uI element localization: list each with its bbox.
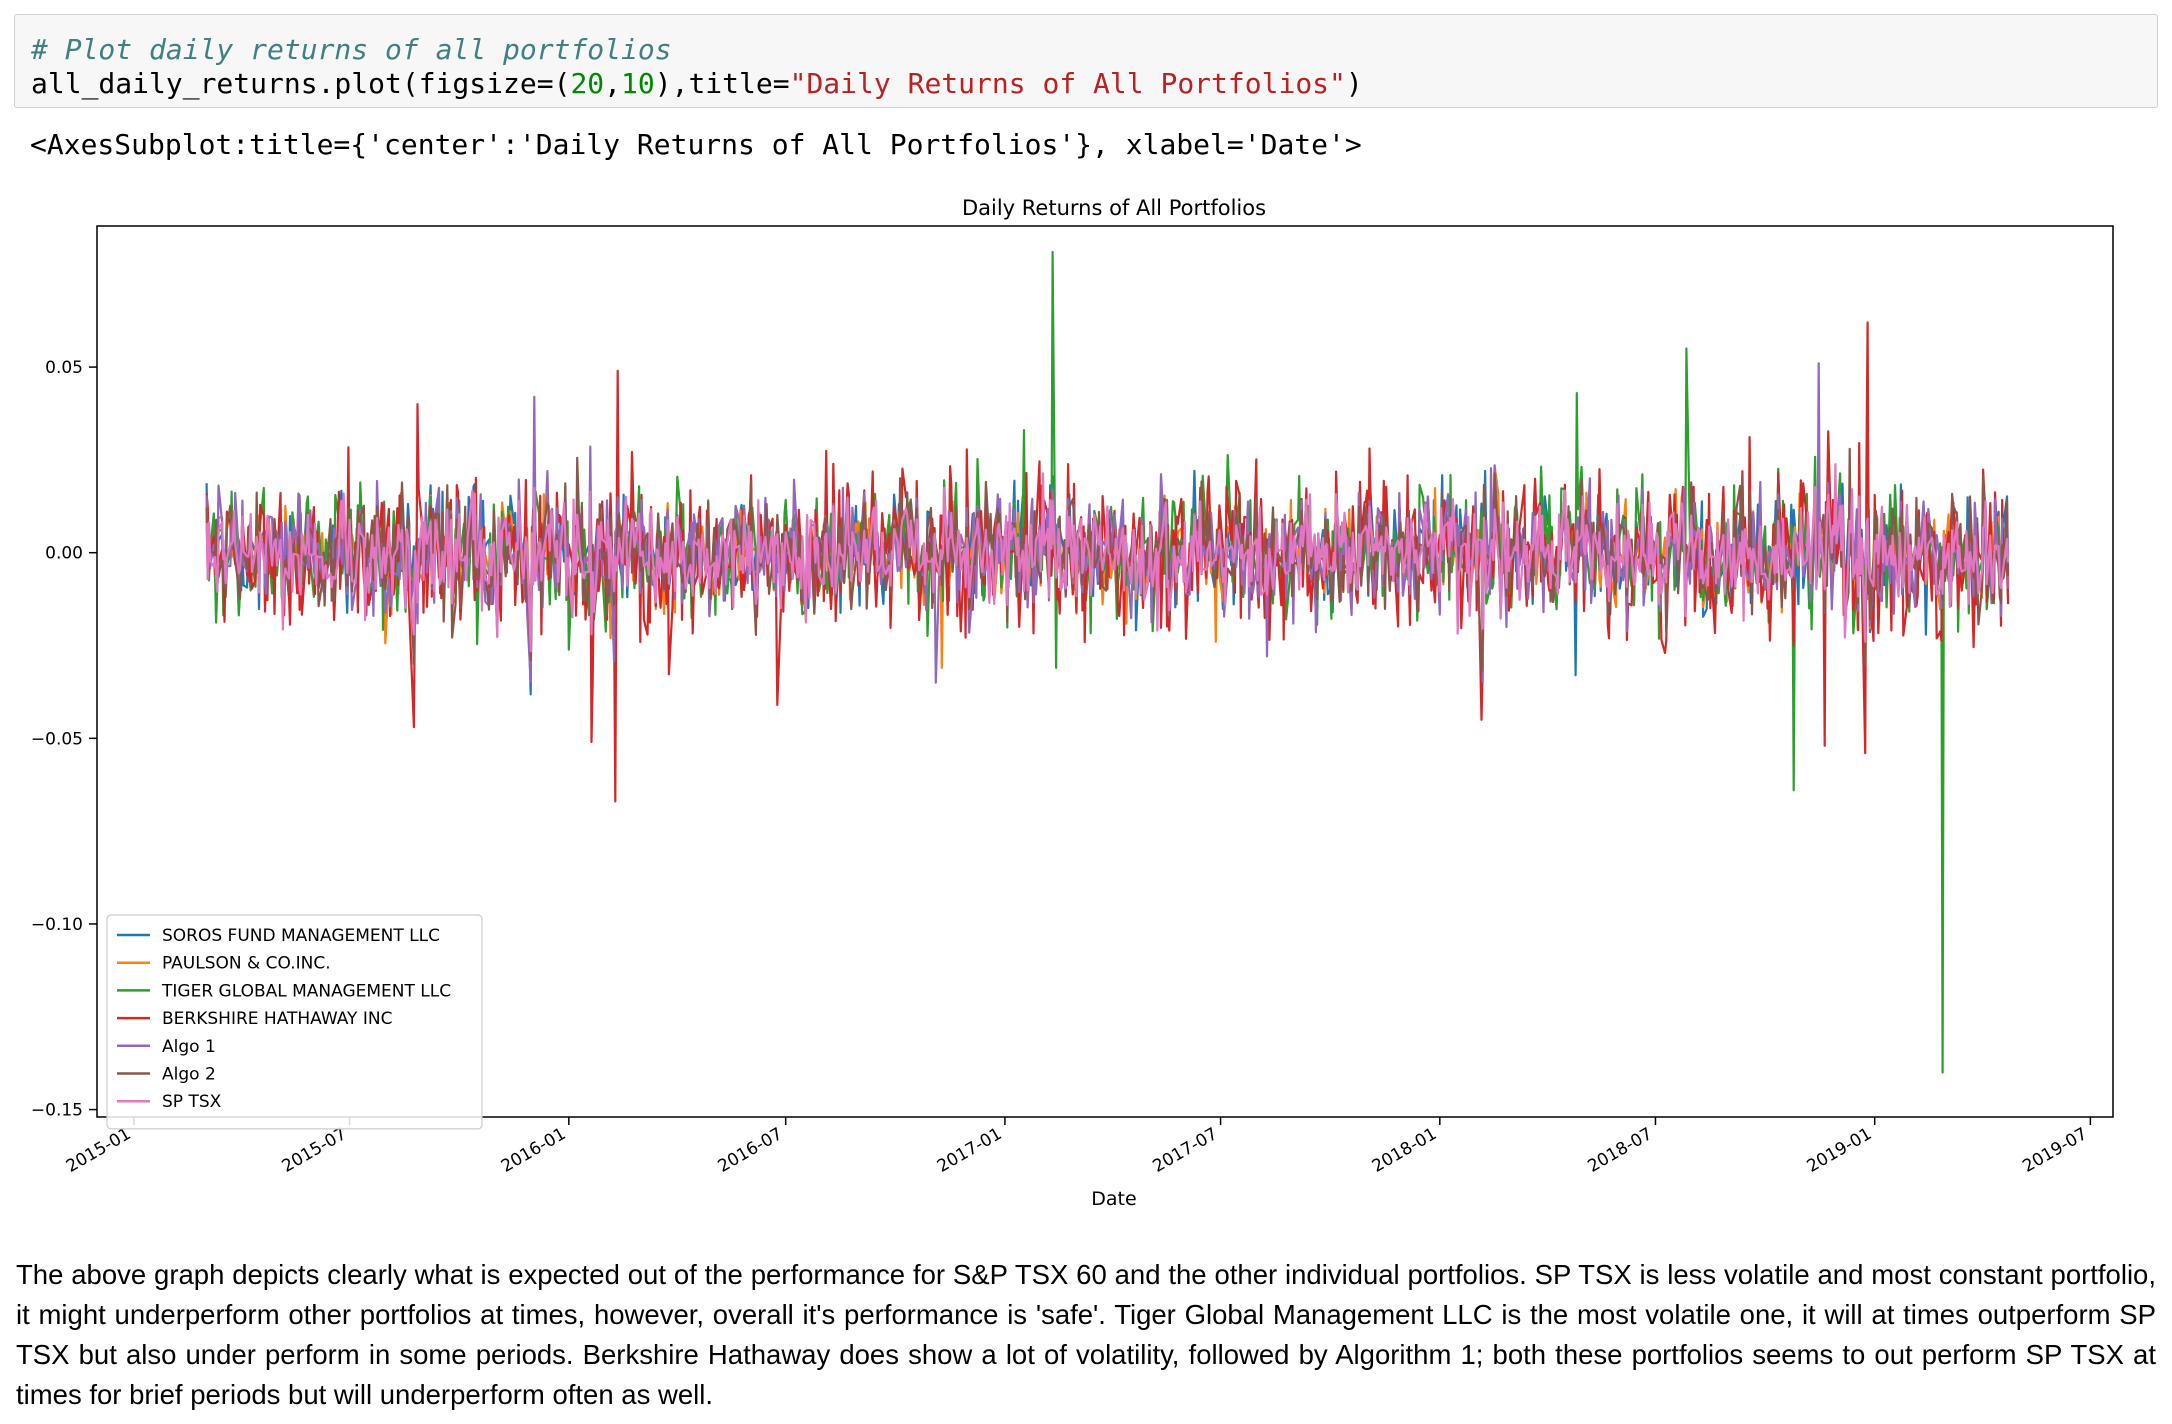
legend-label: SP TSX xyxy=(162,1092,222,1112)
code-number-width: 20 xyxy=(570,67,605,100)
series-line-sp-tsx xyxy=(205,463,2010,653)
code-statement: all_daily_returns.plot(figsize=(20,10),t… xyxy=(31,67,2157,101)
chart-title: Daily Returns of All Portfolios xyxy=(962,196,1266,220)
code-prefix: all_daily_returns.plot(figsize=( xyxy=(31,67,571,100)
x-tick-label: 2017-07 xyxy=(1150,1124,1222,1177)
description-text: The above graph depicts clearly what is … xyxy=(16,1259,2156,1410)
x-tick-label: 2019-07 xyxy=(2019,1124,2091,1177)
y-tick-label: −0.15 xyxy=(31,1101,83,1121)
x-tick-label: 2015-07 xyxy=(279,1124,351,1177)
x-tick-label: 2019-01 xyxy=(1804,1124,1876,1177)
x-tick-label: 2015-01 xyxy=(63,1124,135,1177)
x-tick-label: 2016-07 xyxy=(715,1124,787,1177)
legend-label: TIGER GLOBAL MANAGEMENT LLC xyxy=(161,981,451,1001)
y-axis: 0.05 0.00 −0.05 −0.10 −0.15 xyxy=(31,358,97,1121)
x-tick-label: 2018-01 xyxy=(1369,1124,1441,1177)
y-tick-label: 0.00 xyxy=(45,544,83,564)
code-suffix: ) xyxy=(1345,67,1363,100)
plot-frame xyxy=(96,225,2114,1118)
series-layer xyxy=(205,250,2010,1074)
daily-returns-chart: Daily Returns of All Portfolios 2015-01 2… xyxy=(31,196,2114,1210)
legend: SOROS FUND MANAGEMENT LLC PAULSON & CO.IN… xyxy=(106,914,483,1130)
x-axis-label: Date xyxy=(1091,1188,1136,1210)
legend-label: PAULSON & CO.INC. xyxy=(162,954,331,974)
legend-label: Algo 1 xyxy=(162,1037,216,1057)
code-string: "Daily Returns of All Portfolios" xyxy=(789,67,1346,100)
code-cell[interactable]: # Plot daily returns of all portfolios a… xyxy=(14,14,2158,108)
code-mid: ),title= xyxy=(654,67,790,100)
y-tick-label: −0.05 xyxy=(31,729,83,749)
output-repr: <AxesSubplot:title={'center':'Daily Retu… xyxy=(30,128,1362,161)
x-tick-label: 2017-01 xyxy=(934,1124,1006,1177)
y-tick-label: −0.10 xyxy=(31,915,83,935)
x-tick-label: 2016-01 xyxy=(498,1124,570,1177)
code-comma: , xyxy=(604,67,622,100)
code-number-height: 10 xyxy=(621,67,655,100)
x-tick-label: 2018-07 xyxy=(1584,1124,1656,1177)
code-comment: # Plot daily returns of all portfolios xyxy=(31,33,672,66)
legend-label: SOROS FUND MANAGEMENT LLC xyxy=(162,926,440,946)
legend-label: BERKSHIRE HATHAWAY INC xyxy=(162,1009,392,1029)
legend-box xyxy=(106,914,483,1130)
y-tick-label: 0.05 xyxy=(45,358,83,378)
legend-label: Algo 2 xyxy=(162,1065,216,1085)
